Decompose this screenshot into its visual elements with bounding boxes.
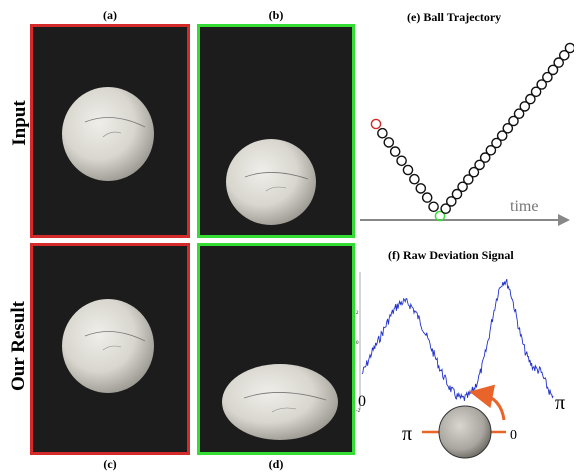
trajectory-point	[502, 123, 514, 134]
trajectory-point	[479, 152, 491, 163]
time-label: time	[510, 198, 538, 215]
ball-image-d	[222, 364, 338, 440]
frame-a-input-red	[30, 24, 190, 238]
trajectory-point	[525, 93, 536, 105]
signal-line	[361, 278, 554, 401]
dial-ball	[438, 405, 492, 459]
frame-d-result-green	[197, 243, 355, 455]
dial-right-label: 0	[510, 428, 517, 443]
frame-b-input-green	[197, 24, 355, 238]
trajectory-point	[558, 49, 570, 61]
signal-left-label: 0	[358, 393, 366, 410]
trajectory-point	[440, 203, 451, 214]
trajectory-point	[564, 42, 574, 54]
trajectory-point	[402, 164, 414, 176]
trajectory-point	[377, 127, 388, 139]
frame-c-result-red	[30, 243, 190, 455]
signal-plot: 2 0 -2 0 π π 0	[356, 272, 565, 459]
trajectory-point	[530, 86, 542, 98]
rotation-arrow	[469, 384, 506, 421]
trajectory-point	[451, 188, 463, 200]
ball-image-c	[62, 299, 154, 393]
signal-title: (f) Raw Deviation Signal	[388, 248, 514, 262]
y-tick-mid: 0	[356, 341, 359, 346]
trajectory-point	[553, 57, 564, 68]
trajectory-point	[485, 145, 497, 156]
trajectory-point	[463, 174, 474, 185]
trajectory-point-min	[434, 210, 446, 222]
trajectory-point	[396, 155, 407, 167]
trajectory-point	[491, 137, 502, 149]
dial-left-label: π	[402, 423, 412, 445]
trajectory-point	[536, 79, 547, 90]
trajectory-point	[446, 196, 457, 207]
trajectory-point	[496, 130, 508, 141]
panel-label-a: (a)	[103, 8, 117, 22]
panel-label-b: (b)	[268, 8, 284, 22]
trajectory-title: (e) Ball Trajectory	[407, 10, 502, 24]
trajectory-point	[508, 115, 519, 127]
trajectory-point-start	[370, 118, 382, 130]
trajectory-point	[519, 101, 531, 112]
trajectory-point	[383, 137, 395, 148]
y-tick-bottom: -2	[356, 409, 361, 414]
y-tick-top: 2	[356, 311, 359, 316]
trajectory-point	[547, 64, 559, 76]
trajectory-point	[513, 108, 525, 119]
signal-right-label: π	[555, 392, 565, 414]
ball-image-a	[62, 87, 154, 181]
trajectory-point	[428, 201, 439, 213]
ball-image-b	[226, 139, 316, 225]
panel-label-d: (d)	[268, 457, 284, 471]
trajectory-point	[409, 173, 420, 185]
row-label-result: Our Result	[8, 301, 29, 391]
trajectory-point	[421, 192, 433, 203]
trajectory-point	[542, 71, 553, 83]
trajectory-point	[474, 159, 485, 171]
time-axis-arrow	[558, 214, 570, 226]
trajectory-point	[415, 183, 427, 194]
trajectory-plot: time	[360, 42, 574, 226]
trajectory-point	[457, 181, 468, 193]
trajectory-point	[468, 166, 480, 178]
row-label-input: Input	[9, 100, 30, 146]
panel-label-c: (c)	[103, 457, 117, 471]
trajectory-point	[389, 146, 401, 157]
